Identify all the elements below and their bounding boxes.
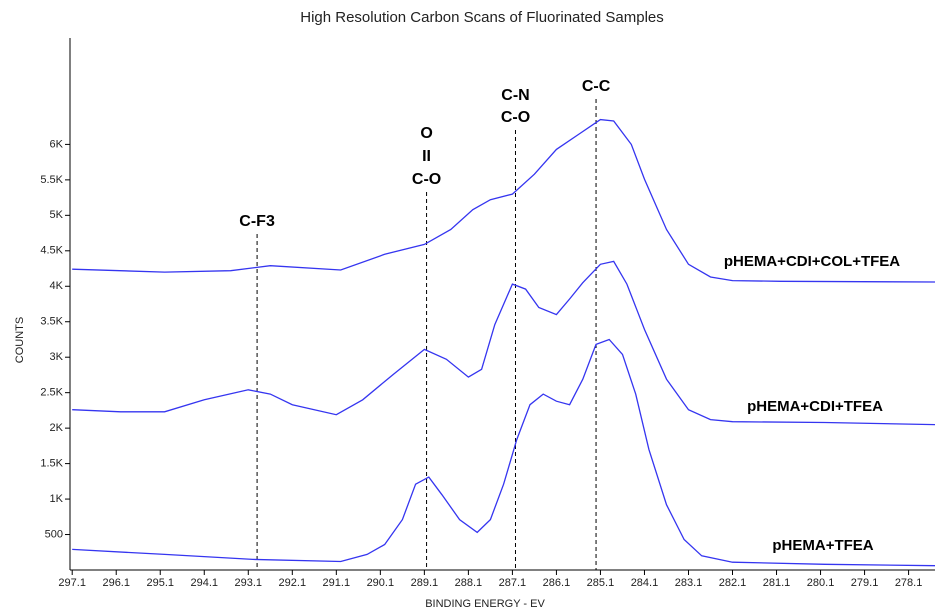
annotation-label: C-O [501, 109, 530, 126]
y-tick-label: 500 [45, 528, 63, 540]
series-label: pHEMA+CDI+COL+TFEA [724, 253, 900, 270]
x-tick-label: 291.1 [323, 577, 351, 589]
series-label: pHEMA+TFEA [772, 537, 873, 554]
x-tick-label: 282.1 [719, 577, 747, 589]
annotation-label: II [422, 148, 431, 165]
x-axis-label: BINDING ENERGY - EV [425, 598, 545, 610]
x-tick-label: 293.1 [235, 577, 263, 589]
annotation-label: O [420, 125, 432, 142]
x-tick-label: 284.1 [631, 577, 659, 589]
x-tick-label: 294.1 [190, 577, 218, 589]
x-tick-label: 286.1 [543, 577, 571, 589]
series-line [72, 260, 935, 426]
y-tick-label: 2K [50, 422, 64, 434]
y-tick-label: 4.5K [40, 245, 63, 257]
x-tick-label: 278.1 [895, 577, 923, 589]
x-tick-label: 290.1 [367, 577, 395, 589]
x-tick-label: 281.1 [763, 577, 791, 589]
y-tick-label: 5.5K [40, 174, 63, 186]
x-tick-label: 288.1 [455, 577, 483, 589]
x-tick-label: 292.1 [279, 577, 307, 589]
annotation-label: C-F3 [239, 213, 275, 230]
x-tick-label: 296.1 [102, 577, 130, 589]
annotation-label: C-O [412, 171, 441, 188]
x-tick-label: 295.1 [146, 577, 174, 589]
x-tick-label: 297.1 [58, 577, 86, 589]
y-tick-label: 1.5K [40, 458, 63, 470]
x-tick-label: 283.1 [675, 577, 703, 589]
y-tick-label: 3.5K [40, 316, 63, 328]
x-tick-label: 279.1 [851, 577, 879, 589]
y-tick-label: 1K [50, 493, 64, 505]
x-tick-label: 289.1 [411, 577, 439, 589]
y-tick-label: 4K [50, 280, 64, 292]
series-line [72, 118, 935, 283]
chart-title: High Resolution Carbon Scans of Fluorina… [300, 9, 664, 26]
y-tick-label: 5K [50, 209, 64, 221]
y-tick-label: 6K [50, 138, 64, 150]
y-tick-label: 2.5K [40, 387, 63, 399]
y-axis-label: COUNTS [14, 317, 26, 363]
x-tick-label: 287.1 [499, 577, 527, 589]
series-line [72, 338, 935, 567]
x-tick-label: 280.1 [807, 577, 835, 589]
annotation-label: C-N [501, 87, 529, 104]
series-label: pHEMA+CDI+TFEA [747, 398, 883, 415]
annotation-label: C-C [582, 78, 611, 95]
y-tick-label: 3K [50, 351, 64, 363]
x-tick-label: 285.1 [587, 577, 615, 589]
